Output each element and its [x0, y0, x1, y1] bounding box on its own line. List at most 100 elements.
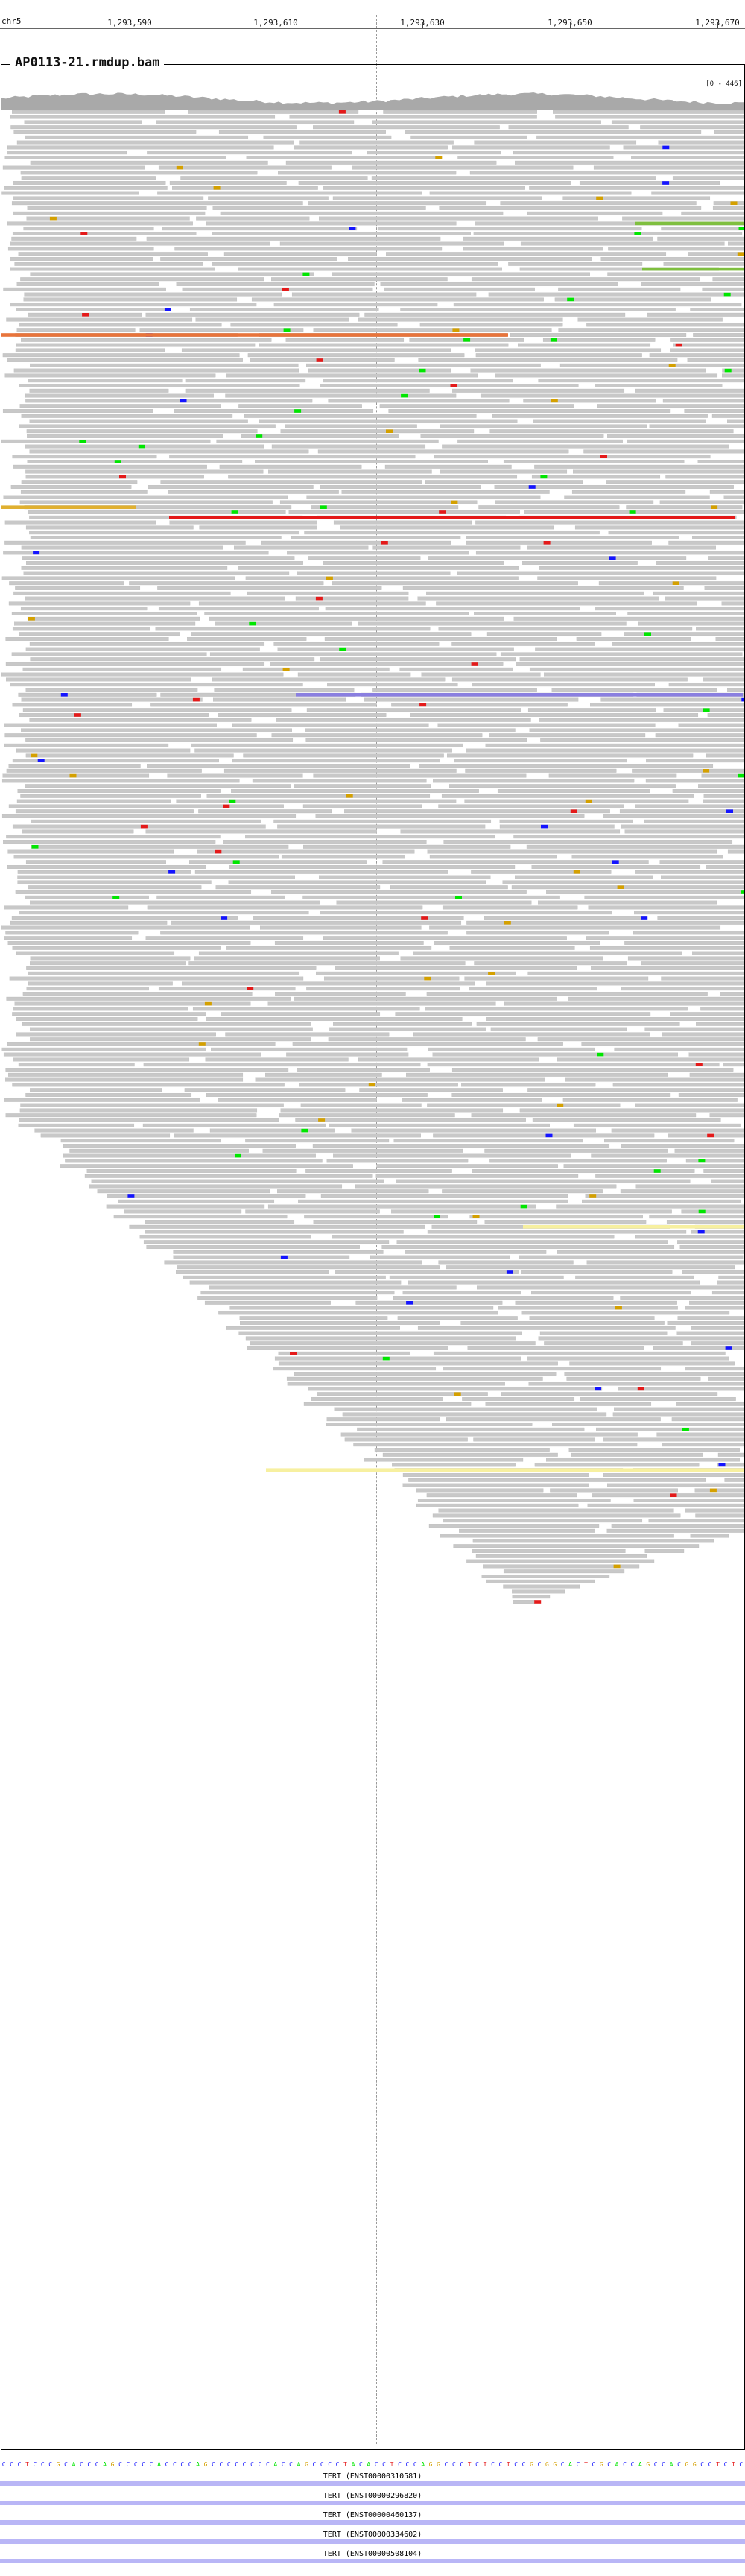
read[interactable] — [451, 677, 688, 682]
read[interactable] — [469, 1215, 643, 1219]
read[interactable] — [19, 384, 300, 387]
read[interactable] — [13, 464, 207, 469]
read[interactable] — [598, 581, 744, 586]
read[interactable] — [443, 1367, 662, 1371]
read[interactable] — [174, 247, 443, 251]
read[interactable] — [316, 971, 516, 975]
read[interactable] — [187, 637, 307, 641]
read[interactable] — [459, 1528, 595, 1533]
read[interactable] — [197, 849, 415, 854]
read[interactable] — [10, 267, 215, 271]
read[interactable] — [206, 794, 431, 798]
read[interactable] — [391, 1209, 672, 1214]
read[interactable] — [145, 1230, 404, 1234]
read[interactable] — [21, 414, 233, 418]
read[interactable] — [7, 865, 206, 869]
read[interactable] — [684, 409, 744, 413]
read[interactable] — [449, 784, 676, 788]
read[interactable] — [372, 545, 521, 550]
genomic-ruler[interactable]: chr5 1,293,590 1,293,610 1,293,630 1,293… — [0, 0, 745, 30]
read[interactable] — [485, 1402, 652, 1406]
read[interactable] — [492, 414, 708, 418]
read[interactable] — [245, 1336, 516, 1341]
read[interactable] — [280, 1108, 504, 1113]
read[interactable] — [467, 1346, 644, 1350]
read[interactable] — [212, 206, 426, 210]
read[interactable] — [417, 1326, 676, 1330]
read[interactable] — [527, 708, 656, 712]
read[interactable] — [25, 860, 166, 864]
read[interactable] — [232, 723, 429, 727]
read[interactable] — [29, 388, 169, 393]
read[interactable] — [340, 1432, 638, 1437]
read[interactable] — [655, 733, 744, 738]
read[interactable] — [30, 961, 186, 966]
read[interactable] — [576, 637, 691, 641]
read[interactable] — [174, 409, 374, 413]
read[interactable] — [308, 1387, 603, 1391]
read[interactable] — [27, 616, 200, 621]
read[interactable] — [466, 748, 744, 753]
read[interactable] — [6, 677, 191, 682]
read[interactable] — [302, 895, 560, 899]
read[interactable] — [156, 120, 355, 124]
read[interactable] — [627, 439, 744, 443]
read[interactable] — [564, 495, 710, 499]
read[interactable] — [495, 373, 718, 378]
read[interactable] — [16, 282, 159, 286]
read[interactable] — [589, 946, 744, 950]
read[interactable] — [657, 236, 744, 241]
read[interactable] — [484, 916, 647, 920]
read[interactable] — [18, 692, 157, 697]
read[interactable] — [25, 738, 294, 742]
read[interactable] — [3, 495, 288, 499]
read[interactable] — [218, 130, 386, 134]
read[interactable] — [313, 773, 527, 778]
read[interactable] — [536, 135, 744, 139]
read[interactable] — [299, 1083, 458, 1087]
read[interactable] — [371, 176, 656, 180]
read[interactable] — [297, 1068, 430, 1072]
read[interactable] — [557, 1250, 744, 1254]
read[interactable] — [169, 181, 287, 185]
read[interactable] — [644, 1027, 744, 1031]
read[interactable] — [624, 632, 744, 636]
read[interactable] — [667, 1321, 744, 1325]
read[interactable] — [384, 464, 512, 469]
read[interactable] — [19, 323, 222, 327]
read[interactable] — [358, 621, 627, 626]
read[interactable] — [706, 753, 744, 758]
read[interactable] — [712, 206, 744, 210]
read[interactable] — [586, 936, 744, 940]
read[interactable] — [10, 920, 168, 925]
read[interactable] — [27, 434, 224, 438]
read[interactable] — [312, 1144, 610, 1148]
read[interactable] — [251, 297, 544, 302]
read[interactable] — [552, 1423, 744, 1426]
read[interactable] — [510, 333, 687, 337]
read[interactable] — [666, 1220, 744, 1224]
read[interactable] — [529, 667, 744, 671]
read[interactable] — [63, 1153, 316, 1158]
read[interactable] — [271, 444, 426, 449]
read[interactable] — [3, 551, 269, 555]
read[interactable] — [323, 936, 567, 940]
read[interactable] — [695, 1513, 744, 1518]
read[interactable] — [355, 1300, 503, 1305]
read[interactable] — [428, 1047, 595, 1051]
read[interactable] — [499, 824, 615, 829]
read[interactable] — [595, 607, 744, 611]
read[interactable] — [22, 667, 222, 671]
read[interactable] — [22, 829, 134, 834]
read[interactable] — [212, 232, 471, 235]
read[interactable] — [333, 1022, 472, 1026]
read[interactable] — [14, 621, 196, 626]
read[interactable] — [604, 1139, 735, 1143]
read[interactable] — [466, 1559, 655, 1563]
read[interactable] — [379, 404, 574, 408]
read[interactable] — [19, 911, 309, 915]
read[interactable] — [267, 1204, 536, 1209]
read[interactable] — [402, 1291, 522, 1295]
read[interactable] — [607, 434, 744, 438]
read[interactable] — [723, 1063, 744, 1067]
